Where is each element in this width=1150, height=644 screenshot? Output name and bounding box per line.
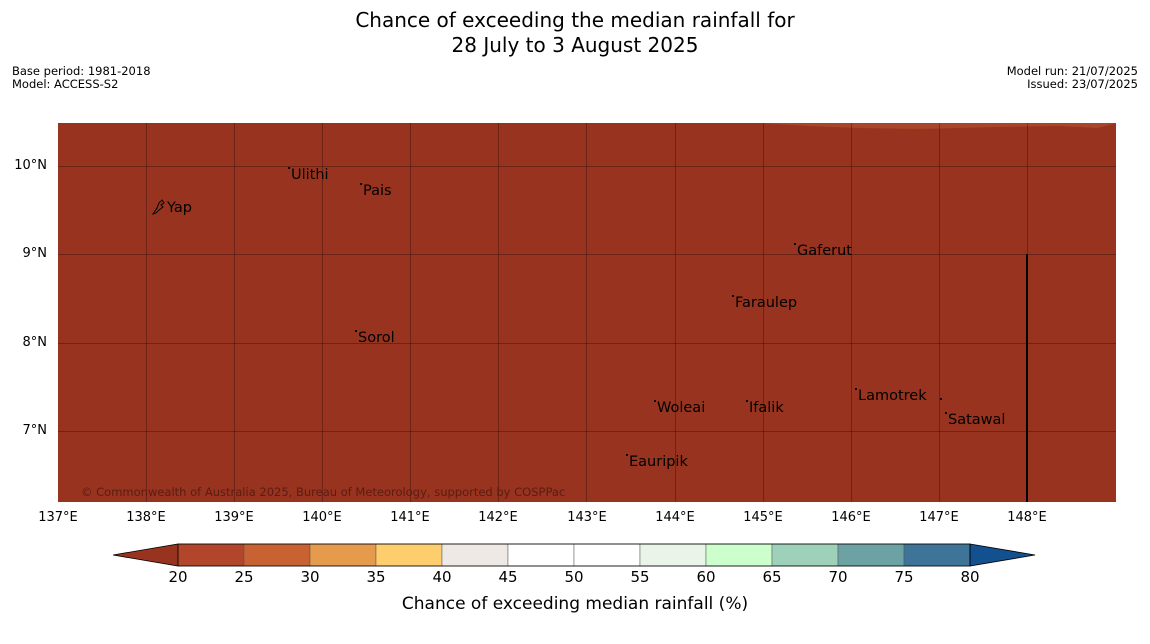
grid-lon-147	[939, 123, 940, 502]
colorbar-segment	[441, 543, 509, 567]
colorbar-tick-50: 50	[564, 568, 584, 586]
map-panel: Yap Ulithi Pais Gaferut Faraulep Sorol L…	[58, 123, 1116, 502]
grid-lon-141	[410, 123, 411, 502]
grid-lat-7	[58, 431, 1116, 432]
place-faraulep: Faraulep	[732, 295, 797, 311]
colorbar-segment	[705, 543, 773, 567]
colorbar-segment	[309, 543, 377, 567]
grid-lon-146	[851, 123, 852, 502]
issued-text: Issued: 23/07/2025	[1027, 77, 1138, 91]
lon-label-142e: 142°E	[478, 510, 518, 525]
colorbar-tick-70: 70	[828, 568, 848, 586]
chart-title: Chance of exceeding the median rainfall …	[0, 8, 1150, 58]
lon-label-139e: 139°E	[214, 510, 254, 525]
grid-lon-138	[146, 123, 147, 502]
model-run-text: Model run: 21/07/2025	[1006, 64, 1138, 78]
colorbar-tick-55: 55	[630, 568, 650, 586]
place-woleai: Woleai	[654, 400, 705, 416]
lon-label-140e: 140°E	[302, 510, 342, 525]
lat-label-7n: 7°N	[22, 423, 48, 438]
place-ulithi: Ulithi	[288, 167, 329, 183]
place-lamotrek: Lamotrek	[855, 388, 927, 404]
lon-label-147e: 147°E	[919, 510, 959, 525]
lamotrek-islet-dot	[940, 398, 942, 400]
lon-label-137e: 137°E	[38, 510, 78, 525]
colorbar-segment	[771, 543, 839, 567]
colorbar-segment	[639, 543, 707, 567]
title-line-2: 28 July to 3 August 2025	[451, 33, 699, 57]
colorbar-tick-80: 80	[960, 568, 980, 586]
colorbar-tick-35: 35	[366, 568, 386, 586]
lon-label-138e: 138°E	[126, 510, 166, 525]
colorbar-tick-20: 20	[168, 568, 188, 586]
lon-label-148e: 148°E	[1007, 510, 1047, 525]
place-gaferut: Gaferut	[794, 243, 852, 259]
colorbar-segment	[177, 543, 245, 567]
grid-lon-139	[234, 123, 235, 502]
lon-label-145e: 145°E	[743, 510, 783, 525]
grid-lat-8	[58, 343, 1116, 344]
title-line-1: Chance of exceeding the median rainfall …	[355, 8, 795, 32]
colorbar-segment	[573, 543, 641, 567]
map-boundary-sliver	[758, 123, 1116, 129]
base-period-text: Base period: 1981-2018	[12, 64, 151, 78]
colorbar-segment	[903, 543, 971, 567]
place-satawal: Satawal	[945, 412, 1005, 428]
lon-label-146e: 146°E	[831, 510, 871, 525]
colorbar-arrow-high	[969, 543, 1036, 567]
colorbar-segment	[507, 543, 575, 567]
place-pais: Pais	[360, 183, 392, 199]
meta-left: Base period: 1981-2018 Model: ACCESS-S2	[12, 65, 151, 91]
lat-label-10n: 10°N	[14, 158, 47, 173]
model-text: Model: ACCESS-S2	[12, 77, 119, 91]
colorbar	[113, 543, 1036, 567]
yap-island-shape	[151, 199, 165, 215]
lat-label-9n: 9°N	[22, 246, 48, 261]
colorbar-segment	[375, 543, 443, 567]
colorbar-tick-25: 25	[234, 568, 254, 586]
colorbar-outline	[177, 543, 971, 567]
lon-label-143e: 143°E	[567, 510, 607, 525]
colorbar-tick-30: 30	[300, 568, 320, 586]
grid-lon-144	[675, 123, 676, 502]
colorbar-segment	[243, 543, 311, 567]
grid-lon-145	[763, 123, 764, 502]
place-sorol: Sorol	[355, 330, 395, 346]
grid-lat-10	[58, 166, 1116, 167]
lon-label-144e: 144°E	[655, 510, 695, 525]
place-yap: Yap	[167, 200, 192, 216]
colorbar-tick-40: 40	[432, 568, 452, 586]
place-eauripik: Eauripik	[626, 454, 688, 470]
colorbar-tick-45: 45	[498, 568, 518, 586]
lon-label-141e: 141°E	[390, 510, 430, 525]
grid-lon-142	[498, 123, 499, 502]
boundary-line	[1026, 254, 1028, 502]
grid-lon-140	[322, 123, 323, 502]
colorbar-tick-65: 65	[762, 568, 782, 586]
colorbar-arrow-low	[113, 543, 179, 567]
colorbar-title: Chance of exceeding median rainfall (%)	[401, 594, 749, 614]
meta-right: Model run: 21/07/2025 Issued: 23/07/2025	[1007, 65, 1138, 91]
grid-lat-9	[58, 254, 1116, 255]
copyright-notice: © Commonwealth of Australia 2025, Bureau…	[81, 485, 566, 499]
lat-label-8n: 8°N	[22, 335, 48, 350]
grid-lon-143	[586, 123, 587, 502]
colorbar-tick-75: 75	[894, 568, 914, 586]
place-ifalik: Ifalik	[746, 400, 784, 416]
colorbar-tick-60: 60	[696, 568, 716, 586]
colorbar-segment	[837, 543, 905, 567]
